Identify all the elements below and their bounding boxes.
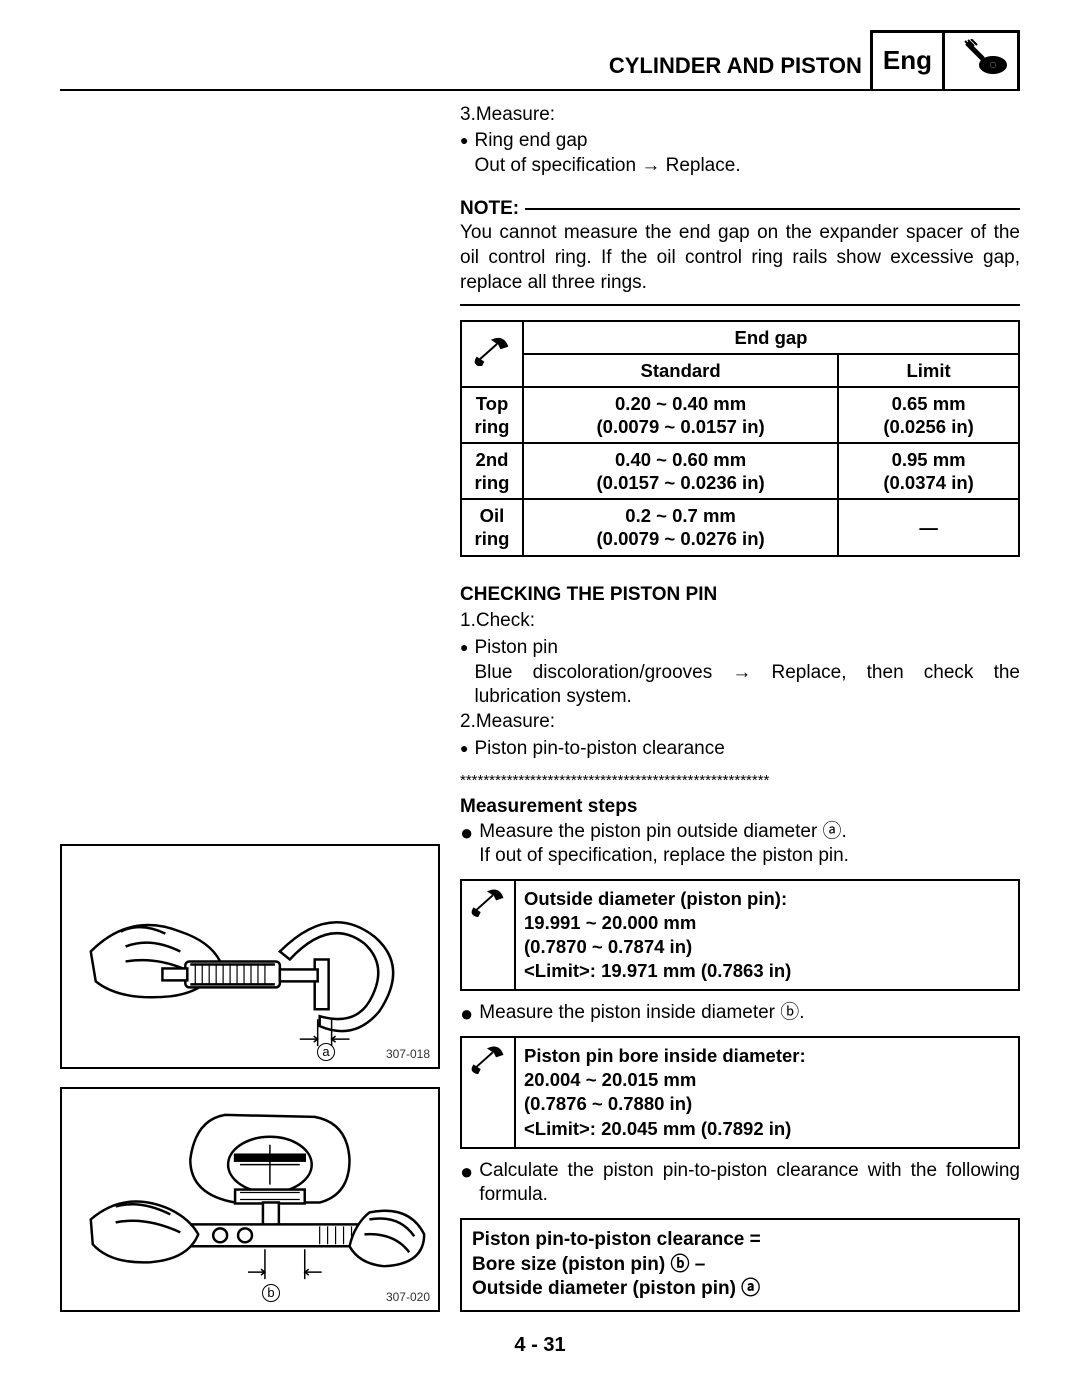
wrench-icon <box>462 1038 516 1146</box>
engine-icon <box>945 30 1020 89</box>
section-title: CYLINDER AND PISTON <box>609 40 870 89</box>
wrench-icon <box>461 321 523 387</box>
step-3-measure: 3.Measure: ● Ring end gap Out of specifi… <box>460 103 1020 179</box>
mstep-a: ● Measure the piston pin outside diamete… <box>460 820 1020 869</box>
figure-ref-b: 307-020 <box>386 1290 430 1306</box>
table-row: 2nd ring 0.40 ~ 0.60 mm(0.0157 ~ 0.0236 … <box>461 443 1019 499</box>
separator-stars: ****************************************… <box>460 771 1020 791</box>
measurement-steps-heading: Measurement steps <box>460 795 1020 820</box>
table-row: Oil ring 0.2 ~ 0.7 mm(0.0079 ~ 0.0276 in… <box>461 499 1019 555</box>
figure-a: a 307-018 <box>60 844 440 1069</box>
check-step-1: 1.Check: ● Piston pin Blue discoloration… <box>460 609 1020 761</box>
spec-outside-diameter: Outside diameter (piston pin): 19.991 ~ … <box>460 879 1020 991</box>
eng-badge: Eng <box>870 30 945 89</box>
formula-box: Piston pin-to-piston clearance = Bore si… <box>460 1218 1020 1312</box>
table-row: Top ring 0.20 ~ 0.40 mm(0.0079 ~ 0.0157 … <box>461 387 1019 443</box>
end-gap-table: End gap Standard Limit Top ring 0.20 ~ 0… <box>460 320 1020 557</box>
wrench-icon <box>462 881 516 989</box>
page-number: 4 - 31 <box>60 1332 1020 1358</box>
note-text: You cannot measure the end gap on the ex… <box>460 221 1020 295</box>
label-circle-a: a <box>317 1043 335 1061</box>
mstep-b: ●Measure the piston inside diameter ⓑ. <box>460 1001 1020 1026</box>
spec-bore-diameter: Piston pin bore inside diameter: 20.004 … <box>460 1036 1020 1148</box>
page-header: CYLINDER AND PISTON Eng <box>60 30 1020 91</box>
checking-piston-pin-heading: CHECKING THE PISTON PIN <box>460 583 1020 608</box>
label-circle-b: b <box>262 1284 280 1302</box>
figure-ref-a: 307-018 <box>386 1047 430 1063</box>
note-heading: NOTE: <box>460 197 1020 222</box>
figure-b: b 307-020 <box>60 1087 440 1312</box>
mstep-c: ●Calculate the piston pin-to-piston clea… <box>460 1159 1020 1208</box>
